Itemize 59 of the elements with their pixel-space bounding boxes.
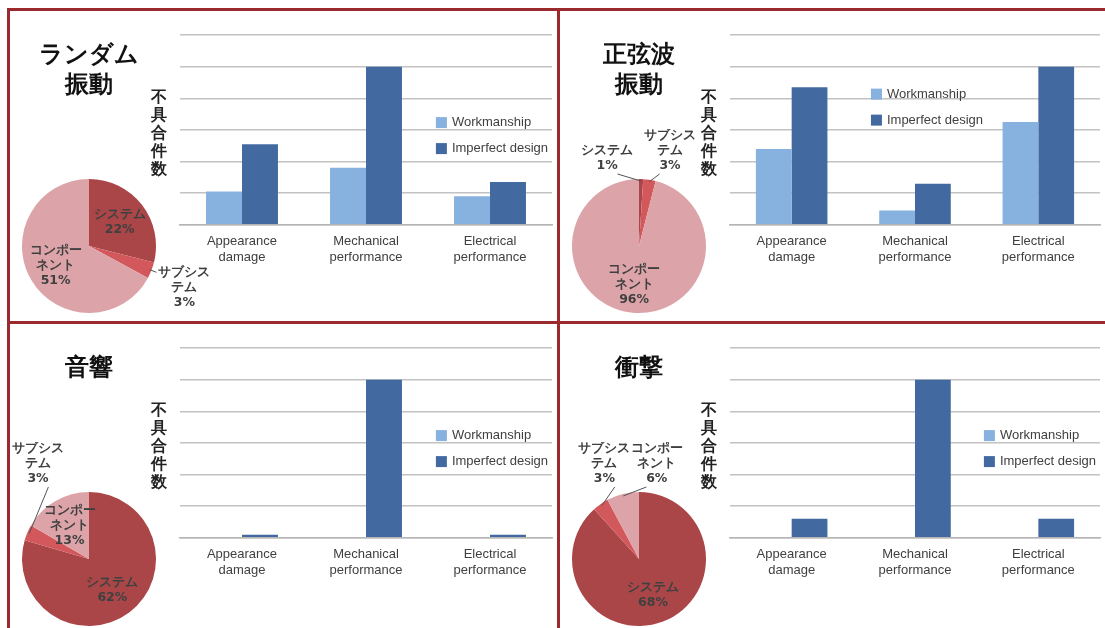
legend-label: Workmanship — [999, 427, 1080, 443]
legend-label: Imperfect design — [451, 453, 549, 469]
x-tick-label: Appearance damage — [206, 233, 278, 264]
x-tick-label: Electrical performance — [1001, 546, 1075, 577]
slice-label: コンポーネント — [43, 501, 96, 532]
bar — [1038, 66, 1075, 225]
data-label: 3% — [27, 469, 50, 485]
bar — [915, 183, 951, 225]
x-tick-label: Electrical performance — [453, 546, 527, 577]
slice-label: コンポーネント — [29, 242, 82, 273]
data-label: 68% — [637, 594, 669, 610]
x-tick-label: Appearance damage — [206, 546, 278, 577]
data-label: 22% — [104, 220, 136, 236]
slice-label: システム — [581, 141, 634, 157]
bar — [879, 210, 915, 225]
x-tick-label: Electrical performance — [1001, 233, 1075, 264]
y-axis-title: 不具合件数 — [151, 400, 167, 491]
legend-label: Imperfect design — [451, 140, 549, 156]
bar — [791, 87, 828, 225]
chart-title: 衝撃 — [613, 352, 664, 382]
data-label: 6% — [646, 469, 668, 485]
x-tick-label: Mechanical performance — [329, 233, 403, 264]
bar — [206, 191, 242, 225]
x-tick-label: Electrical performance — [453, 233, 527, 264]
data-label: 3% — [593, 469, 616, 485]
bar — [454, 196, 490, 225]
data-label: 3% — [173, 294, 196, 310]
slice-label: コンポーネント — [630, 439, 683, 470]
slice-label: コンポーネント — [608, 260, 661, 291]
slice-label: サブシステム — [158, 264, 211, 295]
bar — [330, 167, 366, 225]
chart-title: 音響 — [64, 352, 114, 382]
bar — [366, 66, 402, 225]
bar — [242, 144, 278, 225]
x-tick-label: Mechanical performance — [878, 233, 952, 264]
data-label: 62% — [97, 588, 128, 604]
y-axis-title: 不具合件数 — [701, 87, 717, 178]
data-label: 3% — [659, 156, 682, 172]
data-label: 1% — [596, 156, 619, 172]
slice-label: システム — [93, 205, 146, 221]
legend-label: Workmanship — [886, 85, 967, 101]
bar — [1002, 121, 1039, 225]
x-tick-label: Mechanical performance — [878, 546, 952, 577]
x-tick-label: Appearance damage — [756, 233, 827, 264]
bar — [490, 182, 526, 225]
y-axis-title: 不具合件数 — [151, 87, 167, 178]
x-tick-label: Appearance damage — [756, 546, 827, 577]
slice-label: システム — [626, 579, 679, 595]
legend-label: Workmanship — [451, 114, 532, 130]
x-tick-label: Mechanical performance — [329, 546, 403, 577]
legend-label: Imperfect design — [886, 111, 984, 127]
data-label: 51% — [40, 272, 72, 288]
data-label: 13% — [54, 531, 85, 547]
legend-label: Workmanship — [451, 427, 532, 443]
data-label: 96% — [619, 290, 650, 306]
bar — [755, 148, 792, 225]
legend-label: Imperfect design — [999, 453, 1097, 469]
y-axis-title: 不具合件数 — [701, 400, 717, 491]
slice-label: システム — [86, 573, 139, 589]
